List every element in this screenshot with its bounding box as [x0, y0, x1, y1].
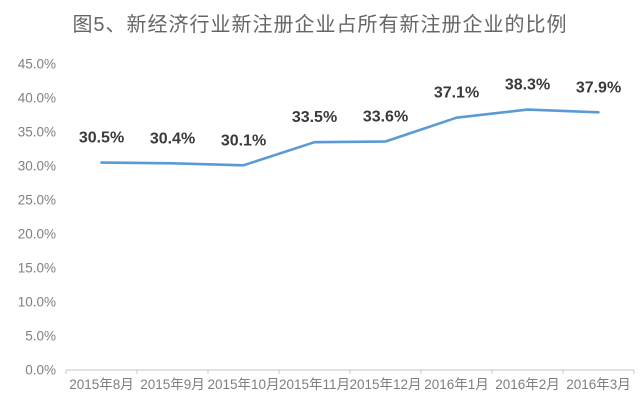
data-point-label: 38.3%: [505, 77, 550, 94]
y-axis-tick-label: 30.0%: [18, 159, 56, 174]
x-axis-tick-label: 2015年11月: [279, 377, 350, 392]
x-axis-tick-label: 2016年1月: [424, 377, 489, 392]
data-point-label: 37.9%: [576, 79, 621, 96]
y-axis-tick-label: 15.0%: [18, 261, 56, 276]
data-point-label: 30.1%: [221, 132, 266, 149]
data-point-label: 33.6%: [363, 109, 408, 126]
x-axis-tick-label: 2015年10月: [207, 377, 279, 392]
y-axis-tick-label: 45.0%: [18, 57, 56, 72]
x-axis-tick-label: 2015年12月: [349, 377, 421, 392]
y-axis-tick-label: 35.0%: [18, 125, 56, 140]
y-axis-tick-label: 25.0%: [18, 193, 56, 208]
y-axis-tick-label: 40.0%: [18, 91, 56, 106]
y-axis-tick-label: 5.0%: [25, 329, 56, 344]
data-series-line: [100, 108, 600, 167]
y-axis-tick-label: 10.0%: [18, 295, 56, 310]
data-point-label: 33.5%: [292, 109, 337, 126]
chart-title: 图5、新经济行业新注册企业占所有新注册企业的比例: [72, 14, 568, 36]
x-axis-tick-label: 2016年3月: [566, 377, 631, 392]
x-axis-tick-label: 2016年2月: [495, 377, 560, 392]
data-point-label: 37.1%: [434, 85, 479, 102]
y-axis-tick-label: 20.0%: [18, 227, 56, 242]
data-point-label: 30.5%: [79, 130, 124, 147]
data-point-label: 30.4%: [150, 130, 195, 147]
y-axis-tick-label: 0.0%: [25, 363, 56, 378]
x-axis-tick-label: 2015年8月: [69, 377, 134, 392]
x-axis-tick-label: 2015年9月: [140, 377, 205, 392]
